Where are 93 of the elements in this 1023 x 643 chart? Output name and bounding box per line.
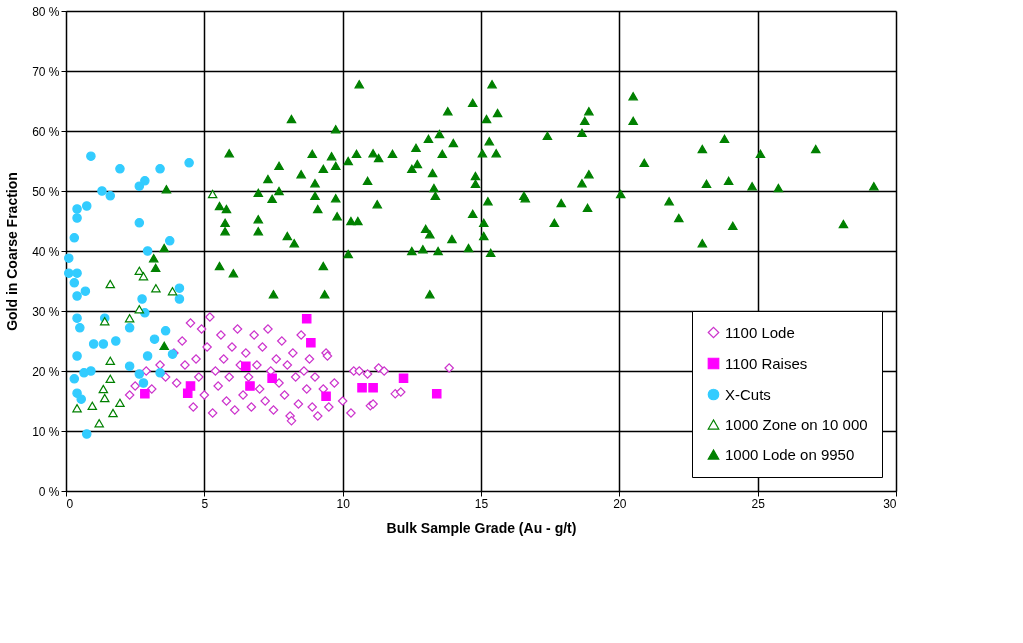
- point: [184, 158, 194, 168]
- point: [98, 339, 109, 349]
- point: [124, 313, 135, 323]
- y-tick-label: 60 %: [32, 124, 60, 139]
- point: [155, 368, 165, 378]
- point: [167, 286, 178, 296]
- point: [124, 361, 135, 371]
- point: [149, 334, 160, 344]
- y-tick-label: 10 %: [32, 424, 60, 439]
- point: [105, 191, 116, 201]
- point: [69, 233, 80, 243]
- legend-label: 1000 Lode on 9950: [725, 445, 855, 463]
- point: [81, 201, 92, 211]
- point: [137, 294, 147, 304]
- point: [267, 373, 277, 383]
- point: [80, 286, 91, 296]
- point: [72, 204, 82, 214]
- point: [140, 389, 150, 399]
- point: [63, 253, 74, 263]
- y-tick-label: 80 %: [32, 4, 60, 19]
- point: [88, 339, 99, 349]
- point: [94, 418, 104, 428]
- point: [69, 278, 80, 288]
- point: [86, 366, 96, 376]
- point: [105, 374, 116, 384]
- point: [368, 383, 378, 393]
- point: [357, 383, 367, 393]
- point: [134, 369, 145, 379]
- x-tick-label: 30: [883, 496, 897, 511]
- y-tick-label: 0 %: [38, 484, 60, 499]
- legend-label: 1100 Lode: [725, 323, 795, 341]
- point: [87, 401, 98, 411]
- point: [174, 294, 185, 304]
- point: [99, 393, 110, 403]
- point: [431, 389, 442, 399]
- point: [138, 271, 149, 281]
- y-tick-label: 30 %: [32, 304, 60, 319]
- point: [301, 314, 312, 324]
- point: [174, 283, 185, 293]
- point: [115, 164, 125, 174]
- point: [111, 336, 121, 346]
- point: [185, 381, 196, 391]
- legend-label: 1000 Zone on 10 000: [725, 415, 868, 433]
- point: [134, 181, 145, 191]
- point: [160, 326, 171, 336]
- point: [398, 373, 409, 383]
- x-tick-label: 15: [474, 496, 489, 511]
- point: [72, 213, 82, 223]
- point: [105, 279, 116, 289]
- x-axis-title: Bulk Sample Grade (Au - g/t): [386, 519, 577, 536]
- point: [76, 394, 86, 404]
- point: [207, 189, 218, 199]
- x-tick-label: 25: [751, 496, 766, 511]
- point: [97, 186, 107, 196]
- y-tick-label: 20 %: [32, 364, 60, 379]
- legend-label: X-Cuts: [725, 385, 771, 403]
- y-axis-title: Gold in Coarse Fraction: [4, 172, 21, 331]
- legend-label: 1100 Raises: [725, 354, 808, 372]
- point: [69, 374, 80, 384]
- point: [115, 398, 125, 408]
- y-tick-label: 40 %: [32, 244, 60, 259]
- y-tick-label: 70 %: [32, 64, 60, 79]
- point: [155, 164, 165, 174]
- point: [138, 378, 149, 388]
- point: [72, 403, 82, 413]
- point: [164, 236, 175, 246]
- point: [72, 268, 82, 278]
- point: [140, 176, 150, 186]
- x-tick-label: 0: [66, 496, 74, 511]
- point: [105, 356, 116, 366]
- x-tick-label: 20: [613, 496, 627, 511]
- point: [86, 151, 96, 161]
- point: [245, 381, 255, 391]
- point: [81, 429, 92, 439]
- point: [241, 361, 251, 371]
- point: [72, 291, 82, 301]
- point: [75, 323, 85, 333]
- x-tick-label: 10: [336, 496, 351, 511]
- x-tick-label: 5: [201, 496, 209, 511]
- point: [142, 246, 153, 256]
- point: [142, 351, 153, 361]
- point: [306, 338, 316, 348]
- point: [321, 391, 331, 401]
- point: [134, 304, 145, 314]
- point: [63, 268, 74, 278]
- point: [134, 218, 145, 228]
- point: [72, 313, 82, 323]
- point: [151, 283, 161, 293]
- y-tick-label: 50 %: [32, 184, 60, 199]
- point: [108, 408, 118, 418]
- point: [72, 351, 82, 361]
- point: [124, 323, 135, 333]
- point: [98, 384, 109, 394]
